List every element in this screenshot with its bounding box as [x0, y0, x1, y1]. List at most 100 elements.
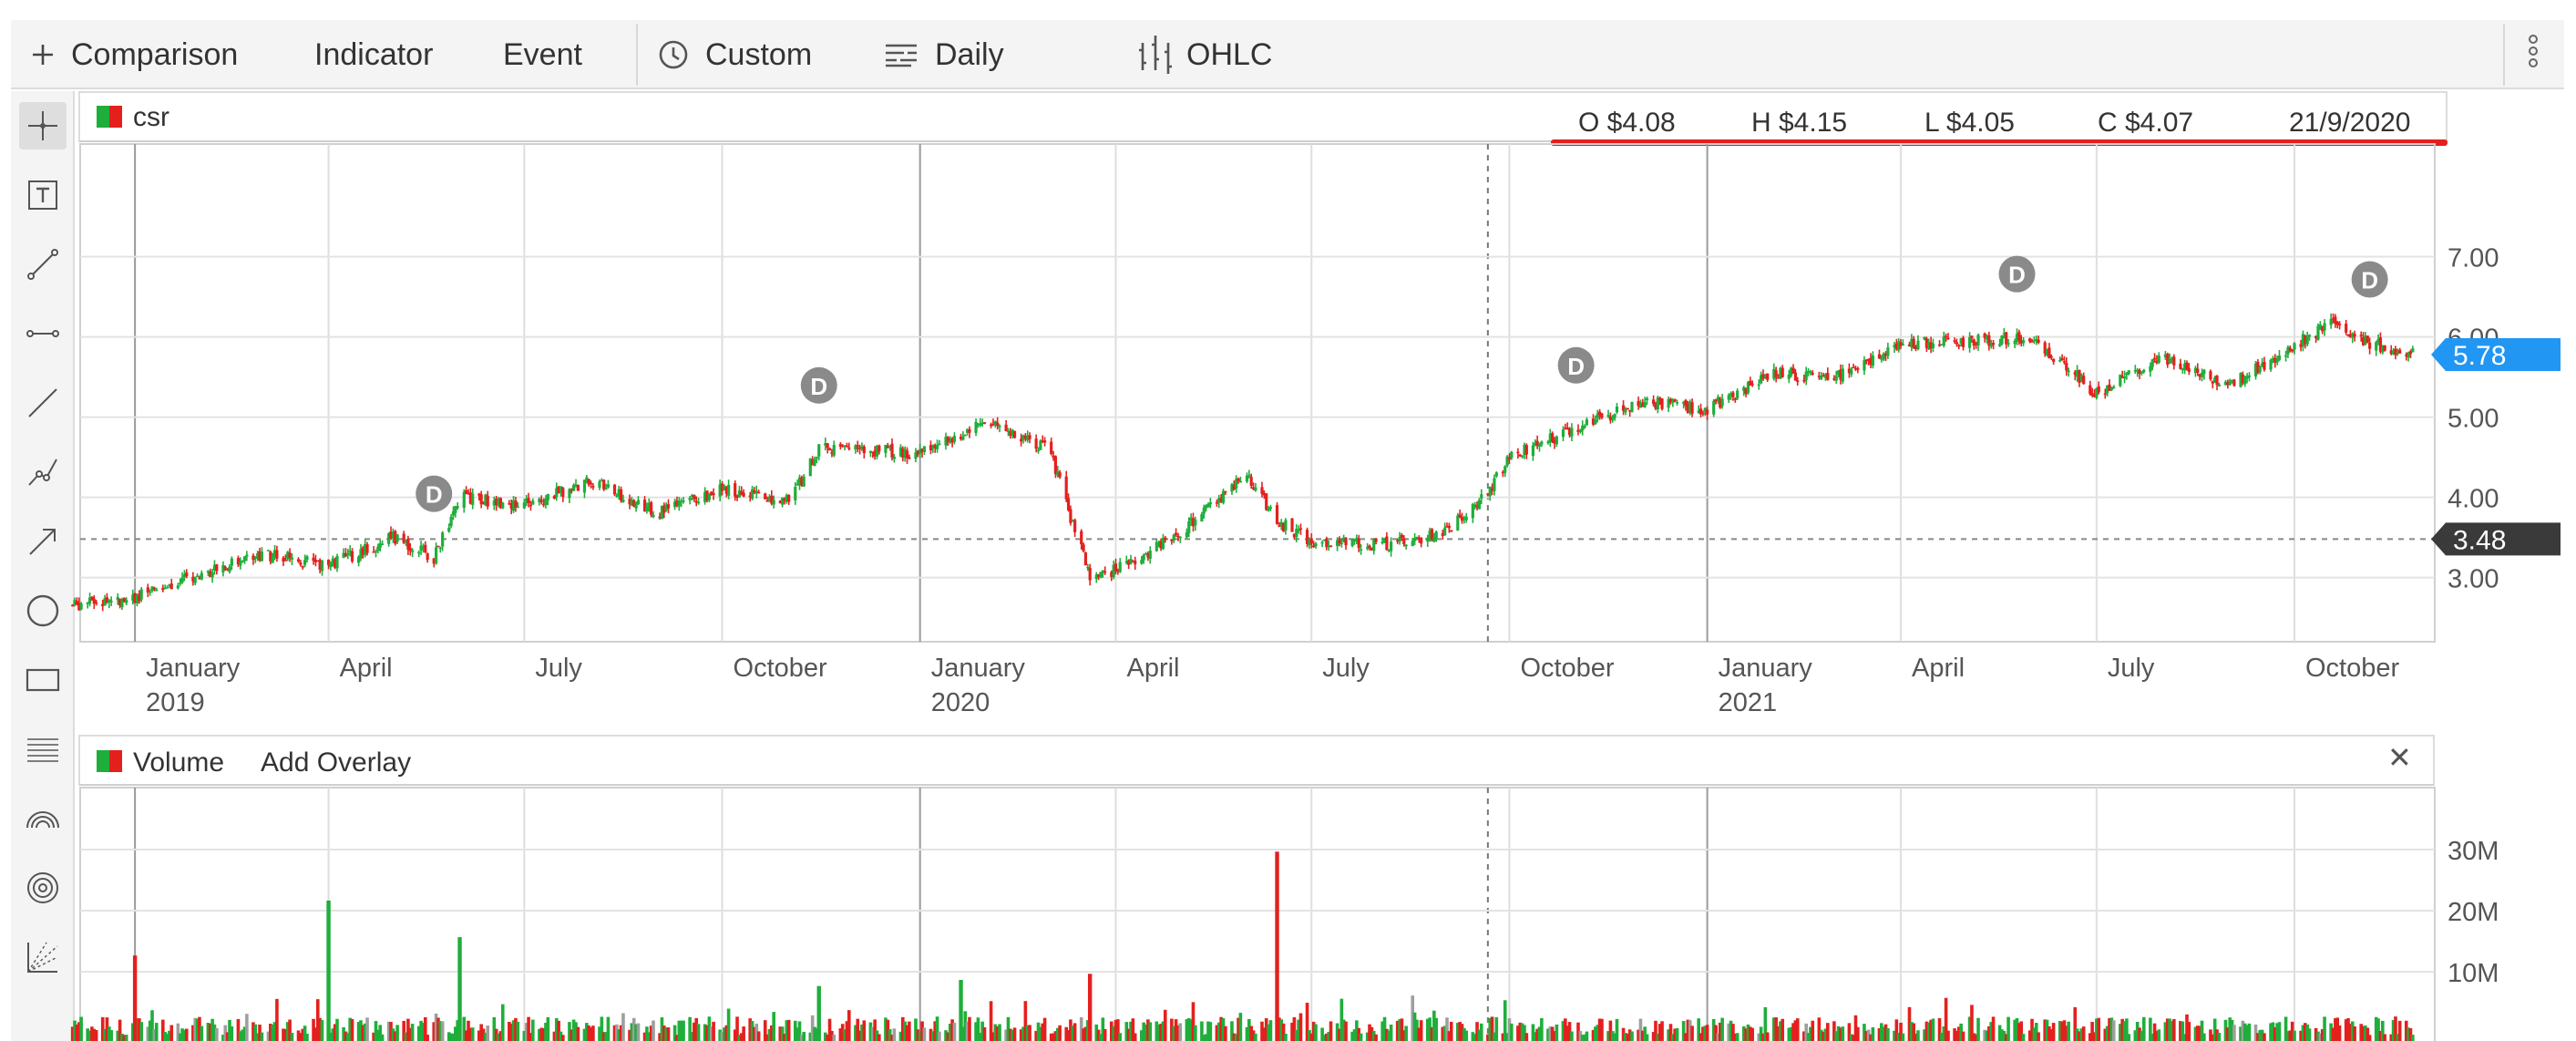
- candle-body: [120, 599, 124, 608]
- candle-body: [251, 555, 255, 561]
- volume-bar: [1731, 1024, 1735, 1041]
- more-options-button[interactable]: [2528, 20, 2539, 89]
- candle-body: [1668, 398, 1673, 403]
- volume-bar: [1144, 1024, 1148, 1041]
- volume-bar: [2383, 1034, 2386, 1041]
- volume-bar: [606, 1016, 611, 1041]
- symbol-label[interactable]: csr: [133, 102, 169, 132]
- concentric-circles-tool[interactable]: [19, 864, 67, 912]
- volume-bar: [754, 1024, 759, 1041]
- candle-body: [568, 489, 571, 499]
- chart-type-button[interactable]: OHLC: [1135, 20, 1272, 89]
- volume-color-swatch[interactable]: [97, 750, 122, 772]
- volume-bar: [826, 1035, 829, 1041]
- candle-body: [2376, 338, 2380, 343]
- comparison-button[interactable]: Comparison: [31, 20, 238, 89]
- series-color-swatch[interactable]: [97, 106, 122, 128]
- candle-body: [1129, 559, 1133, 564]
- fibonacci-tool[interactable]: [19, 726, 67, 773]
- x-tick-label: July: [1322, 654, 1370, 683]
- arc-tool[interactable]: [19, 795, 67, 842]
- volume-bar: [1224, 1026, 1227, 1041]
- candle-body: [1148, 550, 1152, 560]
- line-segment-icon: [27, 249, 58, 280]
- candle-body: [1504, 466, 1507, 473]
- candle-body: [1372, 539, 1376, 551]
- candle-body: [1750, 383, 1754, 386]
- candle-body: [1069, 509, 1072, 523]
- volume-bar: [631, 1017, 636, 1041]
- ohlc-close: C $4.07: [2098, 108, 2194, 138]
- ohlc-date: 21/9/2020: [2289, 108, 2411, 138]
- volume-bar: [1518, 1022, 1523, 1041]
- candle-body: [1187, 521, 1191, 533]
- text-tool[interactable]: [19, 171, 67, 219]
- volume-bar: [514, 1017, 518, 1041]
- close-volume-button[interactable]: ✕: [2387, 741, 2412, 774]
- candle-body: [1430, 529, 1434, 541]
- x-tick-label: January: [146, 654, 241, 683]
- event-button[interactable]: Event: [503, 20, 582, 89]
- arrow-tool[interactable]: [19, 518, 67, 565]
- candle-body: [1673, 399, 1677, 402]
- add-overlay-button[interactable]: Add Overlay: [261, 747, 412, 778]
- indicator-button[interactable]: Indicator: [314, 20, 433, 89]
- candle-body: [1290, 518, 1294, 532]
- candle-body: [1961, 337, 1965, 347]
- candle-body: [350, 551, 354, 562]
- candle-body: [949, 439, 952, 442]
- trend-line-tool[interactable]: [19, 379, 67, 427]
- gann-fan-tool[interactable]: [19, 933, 67, 981]
- candle-body: [1793, 372, 1797, 381]
- segment-tool[interactable]: [19, 241, 67, 288]
- volume-bar: [2389, 1034, 2394, 1041]
- volume-bar: [808, 1032, 813, 1041]
- candle-body: [2035, 339, 2038, 341]
- candle-body: [1667, 398, 1670, 408]
- volume-bar: [783, 1034, 786, 1041]
- crosshair-tool[interactable]: [19, 102, 67, 149]
- volume-bar: [1311, 1021, 1316, 1041]
- volume-bar: [359, 1020, 363, 1041]
- candle-body: [1565, 428, 1569, 429]
- candle-body: [1802, 379, 1806, 382]
- volume-bar: [2181, 1021, 2185, 1041]
- candle-body: [1282, 522, 1286, 531]
- polyline-tool[interactable]: [19, 448, 67, 496]
- candle-body: [1462, 519, 1466, 520]
- candle-body: [1486, 493, 1490, 496]
- candle-body: [1972, 339, 1976, 346]
- candle-body: [1411, 541, 1414, 547]
- volume-bar: [1339, 998, 1344, 1041]
- volume-bar: [780, 1026, 785, 1041]
- candle-body: [794, 486, 797, 500]
- volume-bar: [662, 1026, 666, 1041]
- horizontal-segment-tool[interactable]: [19, 310, 67, 357]
- volume-bar: [1350, 1031, 1354, 1041]
- rectangle-tool[interactable]: [19, 656, 67, 704]
- candle-body: [1518, 454, 1522, 457]
- candle-body: [1056, 471, 1060, 476]
- volume-bar: [169, 1025, 174, 1041]
- candle-body: [856, 445, 859, 448]
- volume-bar: [544, 1023, 548, 1041]
- circle-tool[interactable]: [19, 587, 67, 634]
- interval-button[interactable]: Daily: [884, 20, 1004, 89]
- candle-body: [2375, 342, 2378, 351]
- horizontal-segment-icon: [26, 330, 59, 337]
- volume-bar: [1735, 1033, 1740, 1041]
- volume-bar: [1643, 1026, 1647, 1041]
- dividend-marker-label: D: [426, 481, 443, 509]
- candle-body: [1841, 368, 1844, 382]
- volume-bar: [288, 1019, 292, 1041]
- candle-body: [2405, 355, 2408, 356]
- volume-bar: [1237, 1017, 1240, 1041]
- candle-body: [2335, 322, 2339, 325]
- candle-body: [1404, 544, 1408, 547]
- volume-bar: [1959, 1023, 1963, 1041]
- volume-bar: [1516, 1026, 1520, 1041]
- volume-bar: [2165, 1018, 2170, 1041]
- custom-range-button[interactable]: Custom: [658, 20, 812, 89]
- dividend-marker-label: D: [2361, 266, 2378, 294]
